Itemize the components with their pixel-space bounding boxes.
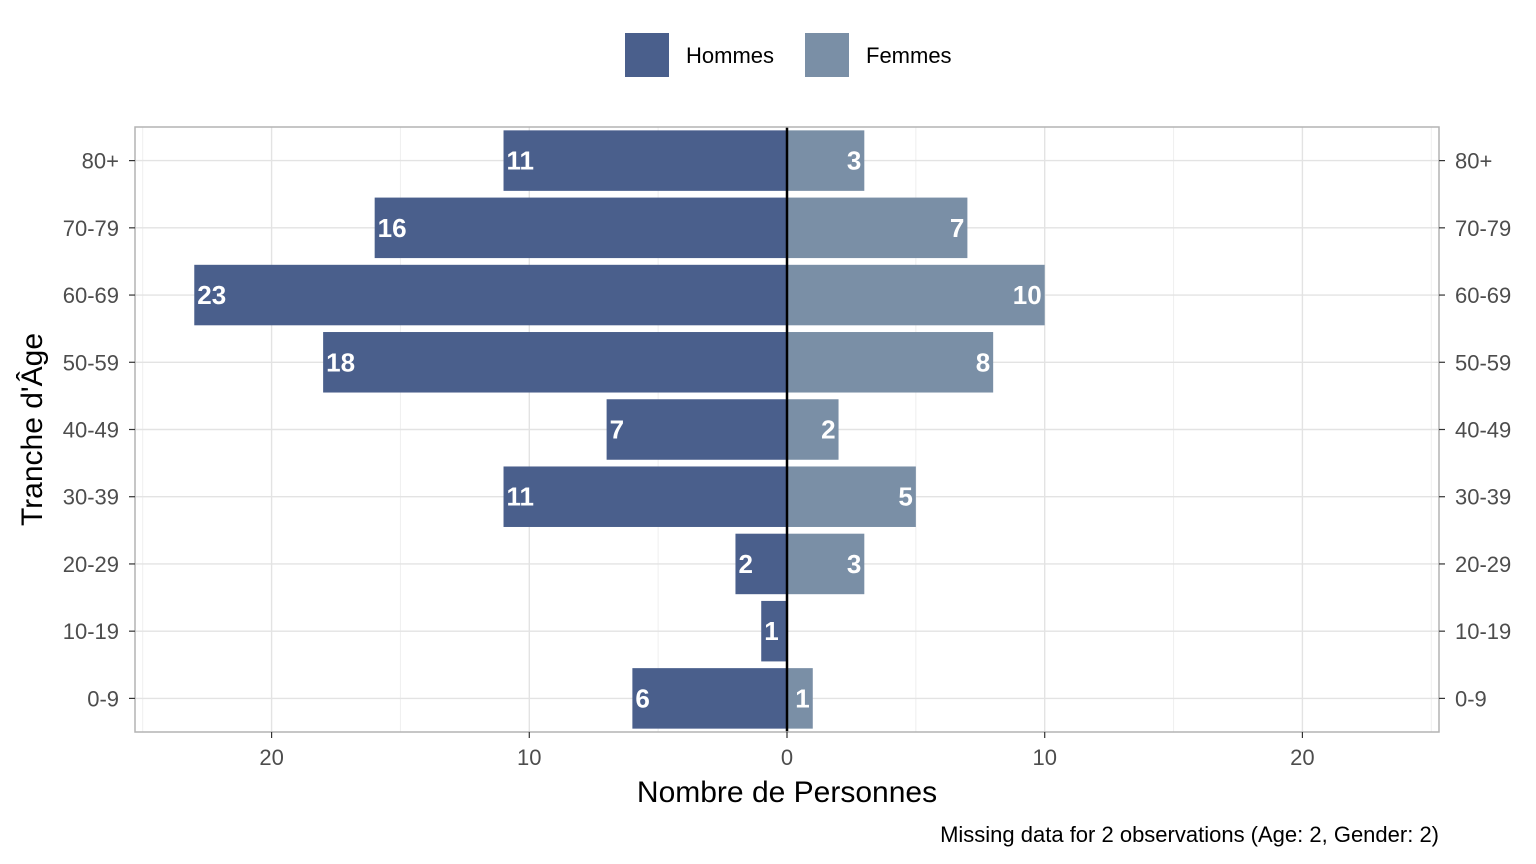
bar-femmes-30-39 — [787, 466, 916, 527]
bar-label-hommes-30-39: 11 — [507, 482, 535, 512]
bar-label-femmes-80+: 3 — [847, 146, 861, 176]
bar-label-hommes-20-29: 2 — [738, 549, 752, 579]
legend-key-hommes — [625, 33, 669, 77]
y-tick-label-right: 0-9 — [1455, 686, 1487, 711]
x-axis-title: Nombre de Personnes — [637, 776, 937, 809]
bar-label-femmes-50-59: 8 — [976, 347, 990, 377]
x-tick-label: 20 — [259, 745, 283, 770]
y-tick-label-right: 20-29 — [1455, 552, 1511, 577]
bar-label-femmes-0-9: 1 — [795, 683, 809, 713]
y-tick-label-left: 40-49 — [63, 418, 119, 443]
bar-label-hommes-40-49: 7 — [610, 415, 624, 445]
legend-key-femmes — [805, 33, 849, 77]
x-tick-label: 10 — [1032, 745, 1056, 770]
bar-femmes-50-59 — [787, 332, 994, 393]
y-tick-label-right: 40-49 — [1455, 418, 1511, 443]
bar-label-hommes-0-9: 6 — [635, 683, 649, 713]
bar-hommes-80+ — [503, 130, 787, 191]
bar-label-femmes-20-29: 3 — [847, 549, 861, 579]
bar-femmes-0-9 — [787, 668, 813, 729]
y-tick-label-right: 60-69 — [1455, 283, 1511, 308]
y-tick-label-left: 80+ — [82, 149, 119, 174]
y-tick-label-left: 70-79 — [63, 216, 119, 241]
bar-label-hommes-80+: 11 — [507, 146, 535, 176]
bar-label-hommes-60-69: 23 — [197, 280, 226, 310]
bar-femmes-70-79 — [787, 197, 968, 259]
bar-hommes-70-79 — [374, 197, 787, 259]
y-tick-label-left: 10-19 — [63, 619, 119, 644]
bar-femmes-40-49 — [787, 399, 839, 460]
x-tick-labels: 20 10 0 10 20 — [259, 732, 1315, 770]
bar-hommes-60-69 — [194, 264, 788, 326]
bar-hommes-30-39 — [503, 466, 787, 527]
y-tick-label-right: 10-19 — [1455, 619, 1511, 644]
bar-label-femmes-40-49: 2 — [821, 415, 835, 445]
bar-hommes-0-9 — [632, 668, 787, 729]
bars — [194, 130, 1045, 729]
x-tick-label: 20 — [1290, 745, 1314, 770]
y-tick-label-right: 80+ — [1455, 149, 1492, 174]
bar-femmes-60-69 — [787, 264, 1045, 326]
bar-label-femmes-60-69: 10 — [1013, 280, 1042, 310]
legend-label-femmes: Femmes — [866, 43, 952, 68]
x-tick-label: 0 — [781, 745, 793, 770]
bar-label-femmes-70-79: 7 — [950, 213, 964, 243]
y-tick-label-right: 70-79 — [1455, 216, 1511, 241]
y-tick-label-left: 20-29 — [63, 552, 119, 577]
bar-label-hommes-70-79: 16 — [378, 213, 407, 243]
y-tick-label-right: 30-39 — [1455, 485, 1511, 510]
bar-label-hommes-50-59: 18 — [326, 347, 355, 377]
y-tick-label-right: 50-59 — [1455, 350, 1511, 375]
y-tick-label-left: 50-59 — [63, 350, 119, 375]
bar-femmes-20-29 — [787, 533, 865, 595]
bar-label-hommes-10-19: 1 — [764, 616, 778, 646]
bar-femmes-80+ — [787, 130, 865, 191]
y-tick-label-left: 60-69 — [63, 283, 119, 308]
legend: Hommes Femmes — [625, 33, 952, 77]
y-tick-label-left: 0-9 — [87, 686, 119, 711]
bar-hommes-50-59 — [323, 332, 787, 393]
y-tick-labels-left: 0-9 10-19 20-29 30-39 40-49 50-59 60-69 70-79 80… — [63, 149, 135, 711]
bar-hommes-40-49 — [606, 399, 787, 460]
bar-hommes-10-19 — [761, 600, 787, 662]
y-tick-label-left: 30-39 — [63, 485, 119, 510]
bar-label-femmes-30-39: 5 — [898, 482, 912, 512]
caption: Missing data for 2 observations (Age: 2,… — [940, 822, 1439, 847]
y-tick-labels-right: 0-9 10-19 20-29 30-39 40-49 50-59 60-69 70-79 80… — [1439, 149, 1511, 711]
x-tick-label: 10 — [517, 745, 541, 770]
y-axis-title: Tranche d'Âge — [16, 333, 49, 526]
bar-hommes-20-29 — [735, 533, 787, 595]
legend-label-hommes: Hommes — [686, 43, 774, 68]
